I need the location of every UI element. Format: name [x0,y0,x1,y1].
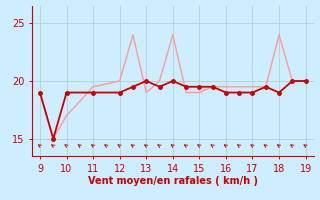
X-axis label: Vent moyen/en rafales ( km/h ): Vent moyen/en rafales ( km/h ) [88,176,258,186]
